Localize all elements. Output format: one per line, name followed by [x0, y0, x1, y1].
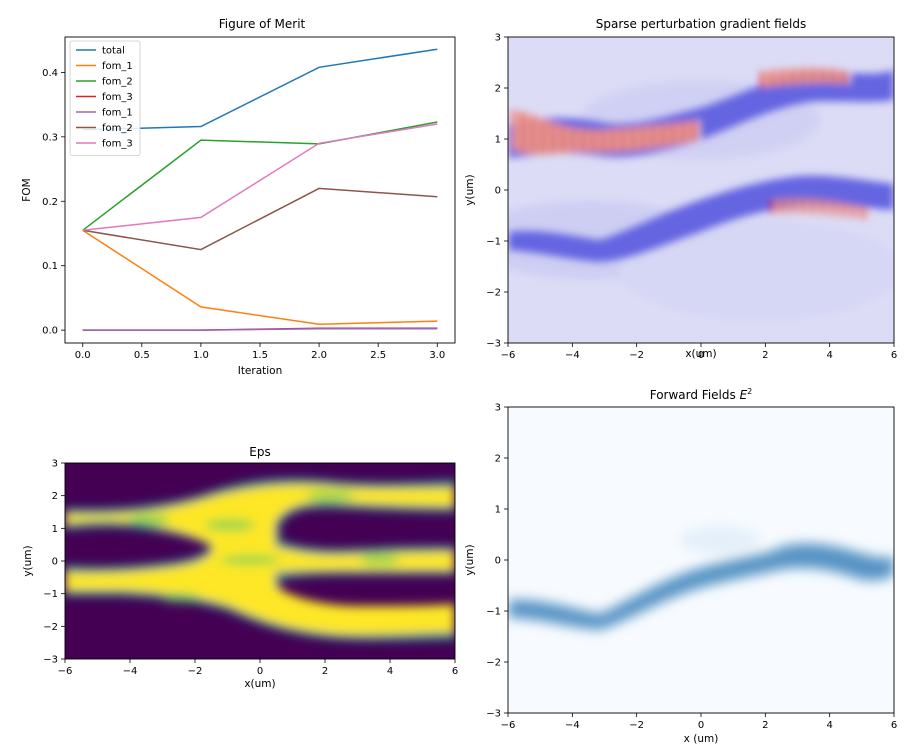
fom-legend-label: fom_1: [102, 108, 133, 119]
fom-legend-label: fom_1: [102, 61, 133, 72]
eps-ylabel: y(um): [22, 545, 34, 576]
eps-chart: Eps −6 −4 −2 0 2 4 6 −3 −2 −1 0 1 2 3 x(um) y(um): [22, 445, 458, 690]
gradient-ytick-label: −3: [486, 339, 501, 350]
forward-xtick-label: 0: [698, 720, 704, 731]
eps-ytick-label: 0: [52, 557, 58, 568]
forward-xtick-label: −4: [565, 720, 580, 731]
forward-ytick-label: −2: [486, 658, 501, 669]
eps-image: [65, 463, 455, 659]
gradient-title: Sparse perturbation gradient fields: [596, 17, 806, 31]
forward-title: Forward Fields E2: [650, 387, 753, 402]
forward-xtick-label: 2: [762, 720, 768, 731]
forward-title-base: Forward Fields: [650, 388, 740, 402]
gradient-xtick-label: −2: [629, 350, 644, 361]
fom-xtick-label: 2.0: [311, 350, 327, 361]
eps-xlabel: x(um): [244, 678, 275, 690]
gradient-ytick-label: −1: [486, 237, 501, 248]
fom-xtick-label: 2.5: [370, 350, 386, 361]
forward-ytick-label: 0: [495, 556, 501, 567]
fom-series-line-total-0: [82, 48, 438, 131]
fom-series-line-fom_1-4: [82, 328, 438, 331]
gradient-xlabel: x(um): [685, 348, 716, 360]
eps-xtick-label: 6: [452, 666, 458, 677]
gradient-ytick-label: 0: [495, 186, 501, 197]
forward-image: [508, 407, 894, 713]
forward-ylabel: y(um): [464, 544, 476, 575]
eps-xtick-label: 4: [387, 666, 393, 677]
forward-xtick-label: 6: [891, 720, 897, 731]
forward-xtick-label: 4: [826, 720, 832, 731]
fom-legend-label: fom_2: [102, 123, 133, 134]
forward-title-var: E: [740, 388, 748, 402]
eps-xtick-label: −4: [123, 666, 138, 677]
eps-ytick-label: −3: [43, 655, 58, 666]
fom-chart: Figure of Merit 0.0 0.5 1.0 1.5 2.0 2.5 3.0 0.…: [21, 17, 456, 377]
gradient-xtick-label: 2: [762, 350, 768, 361]
gradient-xtick-label: −4: [565, 350, 580, 361]
eps-xtick-label: −2: [188, 666, 203, 677]
fom-xtick-label: 0.5: [134, 350, 150, 361]
fom-ytick-label: 0.0: [42, 326, 58, 337]
gradient-ytick-label: 3: [495, 33, 501, 44]
fom-series-line-fom_1-1: [82, 229, 438, 326]
fom-xlabel: Iteration: [238, 365, 283, 377]
gradient-image: [508, 37, 894, 343]
gradient-chart: Sparse perturbation gradient fields −6 −4…: [464, 17, 897, 361]
forward-chart: Forward Fields E2 −6 −4 −2 0 2 4 6 −3−2−10123 …: [464, 387, 897, 745]
forward-xlabel: x (um): [684, 733, 719, 745]
fom-series-line-fom_2-5: [82, 187, 438, 251]
eps-xtick-label: 0: [257, 666, 263, 677]
fom-legend-label: fom_2: [102, 77, 133, 88]
forward-title-exp: 2: [747, 387, 752, 396]
forward-xtick-label: −2: [629, 720, 644, 731]
forward-ytick-label: −3: [486, 709, 501, 720]
fom-xtick-label: 1.0: [193, 350, 209, 361]
fom-ytick-label: 0.4: [42, 68, 58, 79]
eps-xtick-label: 2: [322, 666, 328, 677]
fom-legend-label: fom_3: [102, 92, 133, 103]
fom-title: Figure of Merit: [219, 17, 306, 31]
fom-ytick-label: 0.3: [42, 132, 58, 143]
forward-ytick-label: 2: [495, 454, 501, 465]
fom-xtick-label: 1.5: [252, 350, 268, 361]
eps-ytick-label: −2: [43, 622, 58, 633]
gradient-xtick-label: 0: [698, 350, 704, 361]
gradient-ytick-label: 2: [495, 84, 501, 95]
eps-xtick-label: −6: [58, 666, 73, 677]
forward-ytick-label: −1: [486, 607, 501, 618]
eps-title: Eps: [249, 445, 270, 459]
fom-series-line-fom_3-6: [82, 123, 438, 232]
gradient-ylabel: y(um): [464, 174, 476, 205]
eps-ytick-label: 2: [52, 491, 58, 502]
fom-xtick-label: 3.0: [429, 350, 445, 361]
fom-legend: total fom_1 fom_2 fom_3 fom_1 fom_2 fom_3: [69, 40, 141, 156]
fom-ytick-label: 0.1: [42, 261, 58, 272]
forward-ytick-label: 1: [495, 505, 501, 516]
gradient-ytick-label: −2: [486, 288, 501, 299]
fom-ytick-label: 0.2: [42, 197, 58, 208]
eps-ytick-label: 3: [52, 459, 58, 470]
gradient-ytick-label: 1: [495, 135, 501, 146]
fom-xtick-label: 0.0: [75, 350, 91, 361]
gradient-xtick-label: −6: [501, 350, 516, 361]
eps-ytick-label: −1: [43, 589, 58, 600]
forward-xtick-label: −6: [501, 720, 516, 731]
gradient-xtick-label: 6: [891, 350, 897, 361]
fom-ylabel: FOM: [21, 178, 33, 201]
fom-legend-label: total: [102, 46, 125, 57]
gradient-xtick-label: 4: [826, 350, 832, 361]
forward-ytick-label: 3: [495, 403, 501, 414]
eps-ytick-label: 1: [52, 524, 58, 535]
fom-legend-label: fom_3: [102, 139, 133, 150]
